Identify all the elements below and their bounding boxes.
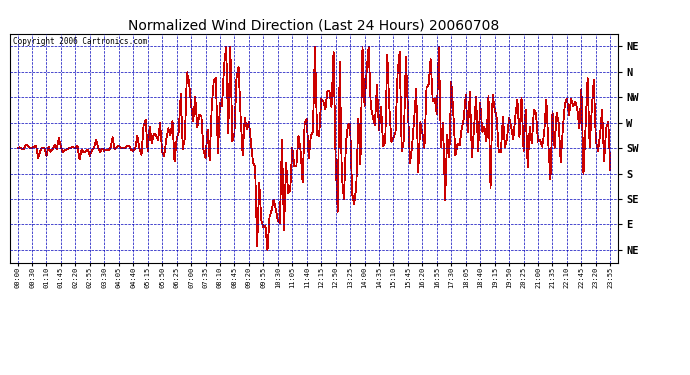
Title: Normalized Wind Direction (Last 24 Hours) 20060708: Normalized Wind Direction (Last 24 Hours… (128, 19, 500, 33)
Text: Copyright 2006 Cartronics.com: Copyright 2006 Cartronics.com (13, 37, 148, 46)
